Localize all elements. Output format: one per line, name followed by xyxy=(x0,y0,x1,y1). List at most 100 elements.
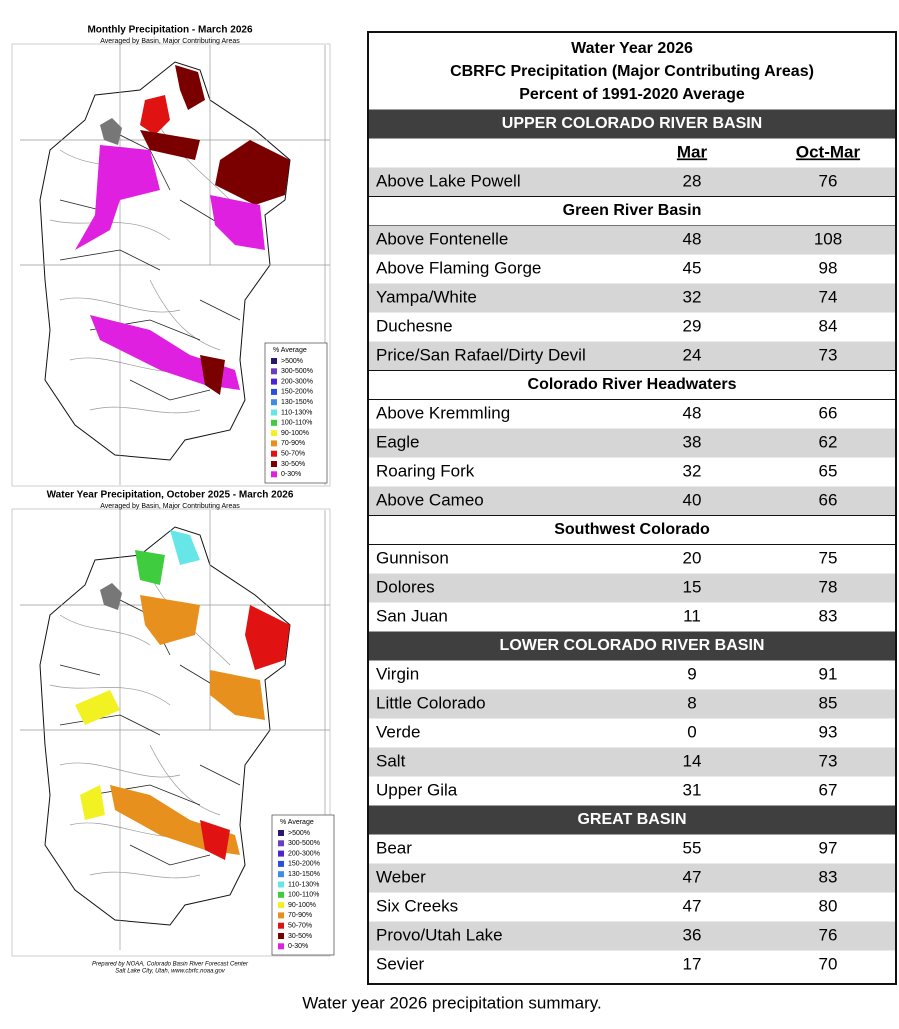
legend-swatch xyxy=(271,450,277,457)
row-name: Weber xyxy=(376,867,426,886)
legend-label: 0-30% xyxy=(281,471,301,478)
row-mar: 24 xyxy=(683,345,702,364)
row-octmar: 83 xyxy=(819,606,838,625)
legend-label: 110-130% xyxy=(288,881,319,888)
legend-label: 300-500% xyxy=(281,368,313,375)
row-octmar: 62 xyxy=(819,432,838,451)
legend-swatch xyxy=(278,912,284,919)
row-stripe xyxy=(369,689,895,719)
legend-label: 70-90% xyxy=(281,440,305,447)
row-name: Bear xyxy=(376,838,412,857)
legend-label: 90-100% xyxy=(288,902,316,909)
row-mar: 9 xyxy=(687,664,696,683)
legend-swatch xyxy=(271,419,277,426)
legend-swatch xyxy=(271,440,277,447)
row-stripe xyxy=(369,573,895,603)
map-monthly xyxy=(11,43,331,487)
legend-label: 200-300% xyxy=(288,850,320,857)
row-name: Sevier xyxy=(376,954,425,973)
legend-swatch xyxy=(271,409,277,416)
row-name: Six Creeks xyxy=(376,896,458,915)
table-title: Water Year 2026 xyxy=(571,40,693,57)
row-octmar: 98 xyxy=(819,258,838,277)
legends: % Average >500% 300-500% 200-300% 150-200% 13… xyxy=(264,342,335,956)
row-mar: 40 xyxy=(683,490,702,509)
row-mar: 8 xyxy=(687,693,696,712)
row-stripe xyxy=(369,167,895,197)
legend-swatch xyxy=(271,471,277,478)
row-mar: 32 xyxy=(683,287,702,306)
legend-swatch xyxy=(278,871,284,878)
basin-header: GREAT BASIN xyxy=(577,811,686,828)
legend-label: 110-130% xyxy=(281,409,312,416)
map-title: Water Year Precipitation, October 2025 -… xyxy=(47,490,294,501)
legend-label: >500% xyxy=(288,830,310,837)
row-name: Above Flaming Gorge xyxy=(376,258,541,277)
legend-swatch xyxy=(278,830,284,836)
row-octmar: 73 xyxy=(819,751,838,770)
legend-swatch xyxy=(278,933,284,939)
legend-swatch xyxy=(278,922,284,929)
legend-swatch xyxy=(278,850,284,857)
credit: Salt Lake City, Utah, www.cbrfc.noaa.gov xyxy=(115,969,226,975)
row-mar: 47 xyxy=(683,867,702,886)
legend-label: 90-100% xyxy=(281,430,309,437)
row-mar: 14 xyxy=(683,751,702,770)
row-octmar: 65 xyxy=(819,461,838,480)
row-octmar: 93 xyxy=(819,722,838,741)
map-subtitle: Averaged by Basin, Major Contributing Ar… xyxy=(100,503,240,510)
legend-swatch xyxy=(271,388,277,395)
basin-header-bg xyxy=(369,109,895,139)
legend-label: 100-110% xyxy=(288,892,319,899)
row-mar: 55 xyxy=(683,838,702,857)
legend-label: 200-300% xyxy=(281,378,313,385)
legend-swatch xyxy=(278,902,284,909)
row-octmar: 78 xyxy=(819,577,838,596)
legend-label: 300-500% xyxy=(288,840,320,847)
row-octmar: 84 xyxy=(819,316,838,335)
legend-swatch xyxy=(271,368,277,375)
table-title: Percent of 1991-2020 Average xyxy=(519,86,745,103)
row-mar: 28 xyxy=(683,171,702,190)
legend-title: % Average xyxy=(273,347,307,354)
row-mar: 48 xyxy=(683,403,702,422)
legend-swatch xyxy=(278,881,284,888)
column-header: Mar xyxy=(677,142,708,161)
row-mar: 31 xyxy=(683,780,702,799)
column-header: Oct-Mar xyxy=(796,142,861,161)
row-stripe xyxy=(369,341,895,371)
table: Water Year 2026 CBRFC Precipitation (Majo… xyxy=(369,40,895,973)
group-header: Southwest Colorado xyxy=(554,521,710,538)
row-name: Roaring Fork xyxy=(376,461,475,480)
row-octmar: 66 xyxy=(819,490,838,509)
credit: Prepared by NOAA, Colorado Basin River F… xyxy=(92,962,249,968)
row-name: Above Kremmling xyxy=(376,403,510,422)
row-octmar: 74 xyxy=(819,287,838,306)
row-octmar: 108 xyxy=(814,229,842,248)
legend-swatch xyxy=(278,860,284,867)
legend-label: 50-70% xyxy=(288,923,312,930)
legend-swatch xyxy=(271,430,277,437)
row-octmar: 85 xyxy=(819,693,838,712)
row-name: Duchesne xyxy=(376,316,453,335)
row-mar: 11 xyxy=(683,606,701,625)
row-octmar: 97 xyxy=(819,838,838,857)
row-name: Provo/Utah Lake xyxy=(376,925,503,944)
row-mar: 32 xyxy=(683,461,702,480)
row-mar: 15 xyxy=(683,577,702,596)
group-header: Colorado River Headwaters xyxy=(528,376,737,393)
row-octmar: 73 xyxy=(819,345,838,364)
row-name: Dolores xyxy=(376,577,435,596)
basin-header: LOWER COLORADO RIVER BASIN xyxy=(500,637,765,654)
row-octmar: 66 xyxy=(819,403,838,422)
row-name: Above Cameo xyxy=(376,490,484,509)
map-subtitle: Averaged by Basin, Major Contributing Ar… xyxy=(100,38,240,45)
legend: % Average >500% 300-500% 200-300% 150-200% 13… xyxy=(271,814,335,956)
row-stripe xyxy=(369,428,895,458)
row-mar: 0 xyxy=(687,722,696,741)
legend-label: 50-70% xyxy=(281,451,305,458)
legend-swatch xyxy=(271,399,277,406)
row-octmar: 76 xyxy=(819,925,838,944)
